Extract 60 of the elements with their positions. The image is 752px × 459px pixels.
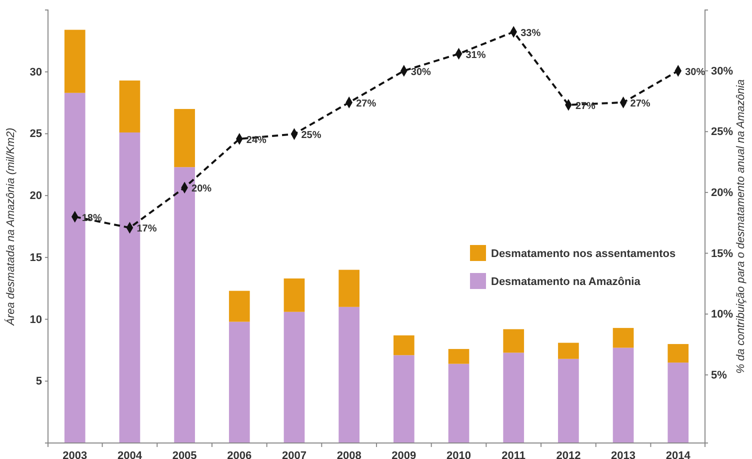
y-tick-label: 5 <box>36 376 42 388</box>
bar <box>668 344 689 363</box>
data-label: 27% <box>630 98 650 110</box>
y-tick-label: 10 <box>30 314 42 326</box>
x-tick-label: 2009 <box>392 450 416 459</box>
data-label: 20% <box>192 184 212 195</box>
bar <box>503 329 524 353</box>
bar <box>668 362 689 443</box>
bar <box>394 355 414 443</box>
x-tick-label: 2008 <box>336 450 362 459</box>
bar <box>612 328 634 348</box>
bar <box>394 335 414 356</box>
x-tick-label: 2003 <box>62 450 88 459</box>
data-label: 17% <box>136 224 157 235</box>
bar <box>64 30 86 93</box>
bar <box>338 270 360 307</box>
bar <box>228 322 250 443</box>
y2-tick-label: 15% <box>711 248 734 260</box>
x-tick-label: 2014 <box>666 450 692 459</box>
bar <box>119 80 140 132</box>
y-tick-label: 20 <box>30 190 42 202</box>
y2-tick-label: 5% <box>711 369 728 382</box>
y2-tick-label: 25% <box>711 126 734 138</box>
data-label: 33% <box>520 28 541 39</box>
bar <box>503 352 524 443</box>
bar <box>174 108 195 168</box>
x-tick-label: 2005 <box>172 450 197 459</box>
x-tick-label: 2007 <box>282 450 306 459</box>
y2-tick-label: 30% <box>711 65 734 78</box>
data-label: 30% <box>410 66 432 78</box>
x-tick-label: 2010 <box>446 450 472 459</box>
x-tick-label: 2011 <box>502 450 526 459</box>
data-label: 30% <box>685 66 706 78</box>
y2-axis-title: % da contribuição para o desmatamento anual na Amazônia <box>735 79 747 374</box>
bar <box>228 290 250 322</box>
y-tick-label: 25 <box>30 128 42 140</box>
bar <box>558 342 579 359</box>
legend-label: Desmatamento nos assentamentos <box>491 248 676 260</box>
x-tick-label: 2006 <box>227 450 252 459</box>
y-tick-label: 30 <box>30 66 42 78</box>
y-tick-label: 15 <box>30 252 42 264</box>
bar <box>338 306 360 443</box>
y-axis-title: Área desmatada na Amazônia (mil/Km2) <box>4 127 17 326</box>
bar <box>284 278 305 312</box>
bar <box>284 312 305 443</box>
bar <box>558 358 579 443</box>
y2-tick-label: 10% <box>711 308 734 321</box>
x-tick-label: 2004 <box>117 450 143 459</box>
data-label: 24% <box>246 134 267 146</box>
legend-label: Desmatamento na Amazônia <box>491 276 642 288</box>
x-tick-label: 2013 <box>611 450 636 459</box>
bar <box>612 348 634 443</box>
data-label: 18% <box>82 212 102 224</box>
data-label: 25% <box>301 130 322 142</box>
y2-tick-label: 20% <box>711 186 734 199</box>
bar <box>448 364 470 443</box>
data-label: 27% <box>356 98 376 110</box>
data-label: 31% <box>466 50 486 61</box>
bar <box>448 348 470 364</box>
x-tick-label: 2012 <box>556 450 581 459</box>
